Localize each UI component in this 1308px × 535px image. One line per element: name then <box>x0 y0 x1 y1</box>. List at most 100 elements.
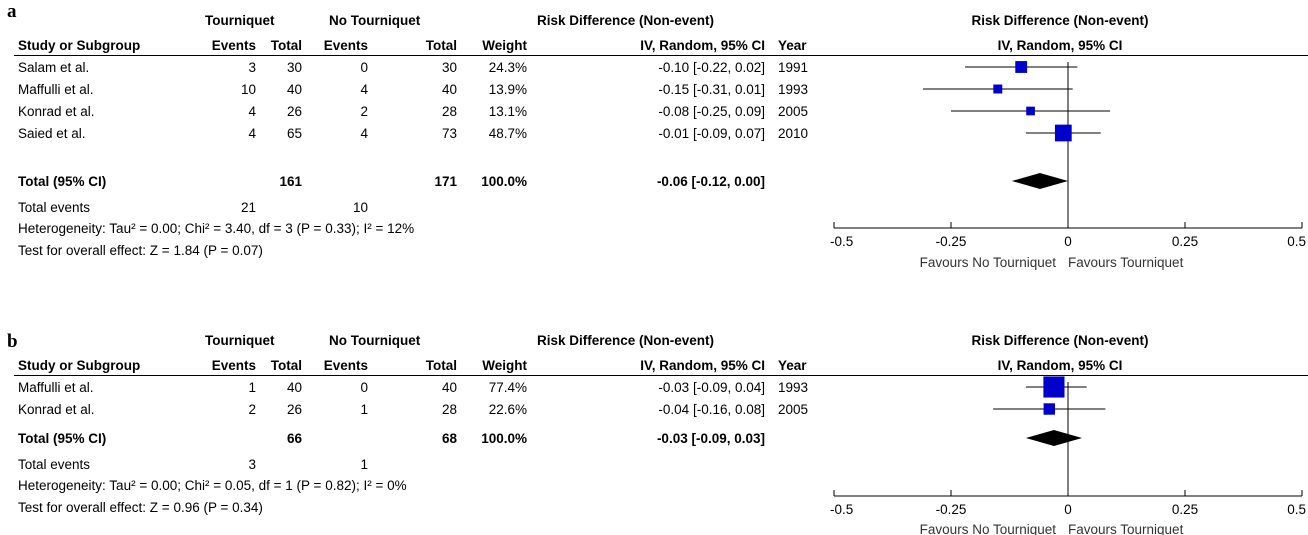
effect-header: Risk Difference (Non-event) <box>537 333 715 348</box>
x-tick-label: 0.25 <box>1172 234 1198 249</box>
year-cell: 2005 <box>778 402 809 417</box>
x-tick-label: 0 <box>1064 234 1072 249</box>
total-events-label: Total events <box>18 457 91 472</box>
total2-cell: 40 <box>441 380 457 395</box>
ci-cell: -0.10 [-0.22, 0.02] <box>658 60 765 75</box>
study-marker <box>1043 403 1055 415</box>
events2-header: Events <box>323 358 368 373</box>
study-marker <box>993 84 1003 94</box>
total2-cell: 73 <box>441 126 457 141</box>
total-weight: 100.0% <box>481 174 527 189</box>
plot-title: Risk Difference (Non-event) <box>971 13 1148 28</box>
group1-header: Tourniquet <box>205 13 275 28</box>
weight-cell: 24.3% <box>488 60 527 75</box>
group1-header: Tourniquet <box>205 333 275 348</box>
total-ci: -0.06 [-0.12, 0.00] <box>656 174 765 189</box>
events1-cell: 4 <box>248 104 256 119</box>
total-label: Total (95% CI) <box>18 431 107 446</box>
method-header: IV, Random, 95% CI <box>640 38 765 53</box>
year-cell: 1993 <box>778 82 809 97</box>
events2-cell: 2 <box>360 104 368 119</box>
x-tick-label: -0.5 <box>830 502 853 517</box>
x-tick-label: -0.25 <box>936 502 967 517</box>
study-name: Konrad et al. <box>18 104 95 119</box>
study-name: Salam et al. <box>18 60 90 75</box>
total2-cell: 28 <box>441 104 457 119</box>
study-marker <box>1054 124 1072 142</box>
header-rule <box>14 375 820 376</box>
x-tick-label: -0.25 <box>936 234 967 249</box>
total-ci: -0.03 [-0.09, 0.03] <box>656 431 765 446</box>
forest-plot: Risk Difference (Non-event) IV, Random, … <box>820 13 1308 270</box>
year-cell: 2010 <box>778 126 809 141</box>
events1-header: Events <box>211 38 256 53</box>
year-header: Year <box>778 358 807 373</box>
total2-header: Total <box>425 38 457 53</box>
favours-right-label: Favours Tourniquet <box>1068 522 1184 535</box>
plot-content: -0.5 -0.25 0 0.25 0.5 <box>830 61 1306 249</box>
events1-cell: 1 <box>248 380 256 395</box>
total1-cell: 26 <box>286 402 302 417</box>
total-events-label: Total events <box>18 200 91 215</box>
plot-content: -0.5 -0.25 0 0.25 0.5 <box>830 376 1306 517</box>
events2-cell: 4 <box>360 82 368 97</box>
total1-sum: 161 <box>279 174 302 189</box>
plot-title: Risk Difference (Non-event) <box>971 333 1148 348</box>
panel-letter: a <box>7 1 17 22</box>
year-header: Year <box>778 38 807 53</box>
total-events1: 21 <box>240 200 256 215</box>
favours-left-label: Favours No Tourniquet <box>920 255 1057 270</box>
year-cell: 1993 <box>778 380 809 395</box>
plot-subtitle: IV, Random, 95% CI <box>998 38 1123 53</box>
total1-cell: 40 <box>286 82 302 97</box>
pooled-diamond <box>1025 430 1083 446</box>
total1-cell: 30 <box>286 60 302 75</box>
study-header: Study or Subgroup <box>18 358 141 373</box>
weight-cell: 77.4% <box>488 380 527 395</box>
effect-header: Risk Difference (Non-event) <box>537 13 715 28</box>
pooled-diamond <box>1011 173 1068 189</box>
total2-cell: 40 <box>441 82 457 97</box>
panel-letter: b <box>7 331 18 352</box>
study-name: Konrad et al. <box>18 402 95 417</box>
forest-panel-a: a Tourniquet No Tourniquet Risk Differen… <box>0 0 1308 270</box>
total2-sum: 68 <box>441 431 457 446</box>
x-tick-label: 0 <box>1064 502 1072 517</box>
study-header: Study or Subgroup <box>18 38 141 53</box>
events1-cell: 3 <box>248 60 256 75</box>
study-name: Maffulli et al. <box>18 380 94 395</box>
total-events2: 10 <box>352 200 368 215</box>
total1-cell: 26 <box>286 104 302 119</box>
events1-cell: 10 <box>240 82 256 97</box>
weight-cell: 13.9% <box>488 82 527 97</box>
study-marker <box>1043 376 1065 398</box>
study-name: Maffulli et al. <box>18 82 94 97</box>
total2-cell: 30 <box>441 60 457 75</box>
events2-cell: 4 <box>360 126 368 141</box>
ci-cell: -0.04 [-0.16, 0.08] <box>658 402 765 417</box>
forest-panel-b: b Tourniquet No Tourniquet Risk Differen… <box>0 270 1308 535</box>
events2-header: Events <box>323 38 368 53</box>
ci-cell: -0.01 [-0.09, 0.07] <box>658 126 765 141</box>
plot-subtitle: IV, Random, 95% CI <box>998 358 1123 373</box>
forest-plot: Risk Difference (Non-event) IV, Random, … <box>820 333 1308 535</box>
events1-header: Events <box>211 358 256 373</box>
total1-cell: 65 <box>286 126 302 141</box>
x-tick-label: 0.5 <box>1287 502 1306 517</box>
favours-right-label: Favours Tourniquet <box>1068 255 1184 270</box>
events1-cell: 4 <box>248 126 256 141</box>
total2-sum: 171 <box>434 174 457 189</box>
weight-cell: 13.1% <box>488 104 527 119</box>
total2-header: Total <box>425 358 457 373</box>
header-rule <box>14 55 820 56</box>
total2-cell: 28 <box>441 402 457 417</box>
events1-cell: 2 <box>248 402 256 417</box>
year-cell: 1991 <box>778 60 809 75</box>
year-cell: 2005 <box>778 104 809 119</box>
method-header: IV, Random, 95% CI <box>640 358 765 373</box>
overall-effect-text: Test for overall effect: Z = 0.96 (P = 0… <box>18 500 263 515</box>
events2-cell: 0 <box>360 380 368 395</box>
total1-sum: 66 <box>286 431 302 446</box>
favours-left-label: Favours No Tourniquet <box>920 522 1057 535</box>
study-marker <box>1026 106 1035 116</box>
